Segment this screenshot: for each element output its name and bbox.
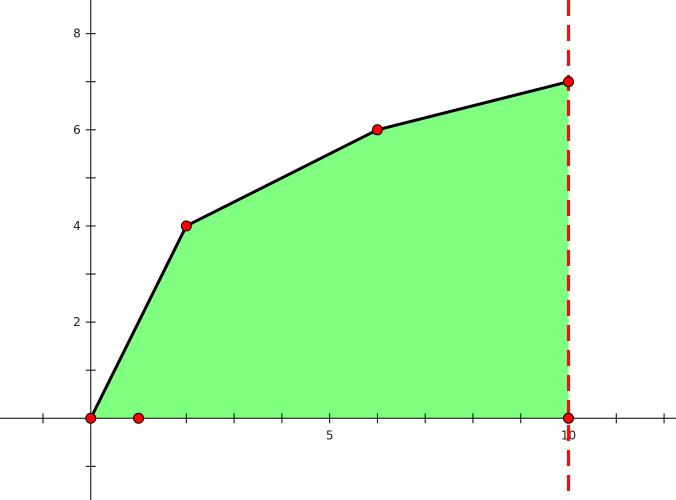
data-point [180,220,192,232]
polyline-layer [89,80,571,420]
data-point [85,412,97,424]
data-point [563,76,575,88]
polyline-series [89,80,571,420]
y-tick-label: 6 [73,123,81,137]
points-layer [85,76,575,424]
data-point [563,412,575,424]
shaded-area [90,81,569,419]
y-tick-label: 2 [73,315,81,329]
x-tick-label: 5 [326,428,334,442]
y-tick-label: 4 [73,219,81,233]
shaded-region-layer [90,81,569,419]
y-tick-label: 8 [73,27,81,41]
data-point [371,124,383,136]
data-point [133,412,145,424]
